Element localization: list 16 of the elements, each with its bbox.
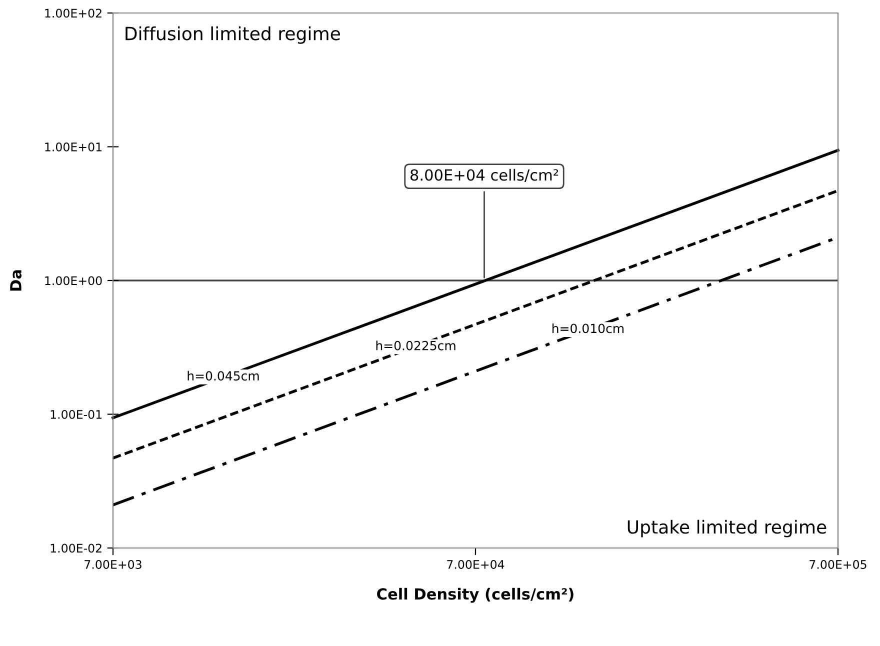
- annotation: h=0.045cm: [188, 370, 259, 381]
- y-tick-label: 1.00E-02: [50, 544, 102, 553]
- y-tick-label: 1.00E+01: [45, 142, 102, 152]
- x-tick-label: 7.00E+05: [810, 560, 866, 569]
- y-axis-title: Da: [10, 270, 22, 291]
- y-tick-label: 1.00E-01: [50, 410, 102, 419]
- x-axis-title: Cell Density (cells/cm²): [377, 588, 574, 603]
- annotation: Diffusion limited regime: [126, 26, 340, 44]
- x-tick-label: 7.00E+03: [84, 560, 142, 569]
- y-tick-label: 1.00E+00: [45, 276, 102, 286]
- y-tick-label: 1.00E+02: [45, 8, 102, 18]
- x-tick-label: 7.00E+04: [447, 560, 504, 569]
- annotation: Uptake limited regime: [628, 520, 826, 538]
- annotation: 8.00E+04 cells/cm²: [410, 168, 558, 182]
- annotation: h=0.0225cm: [376, 340, 456, 350]
- annotation: h=0.010cm: [552, 323, 624, 334]
